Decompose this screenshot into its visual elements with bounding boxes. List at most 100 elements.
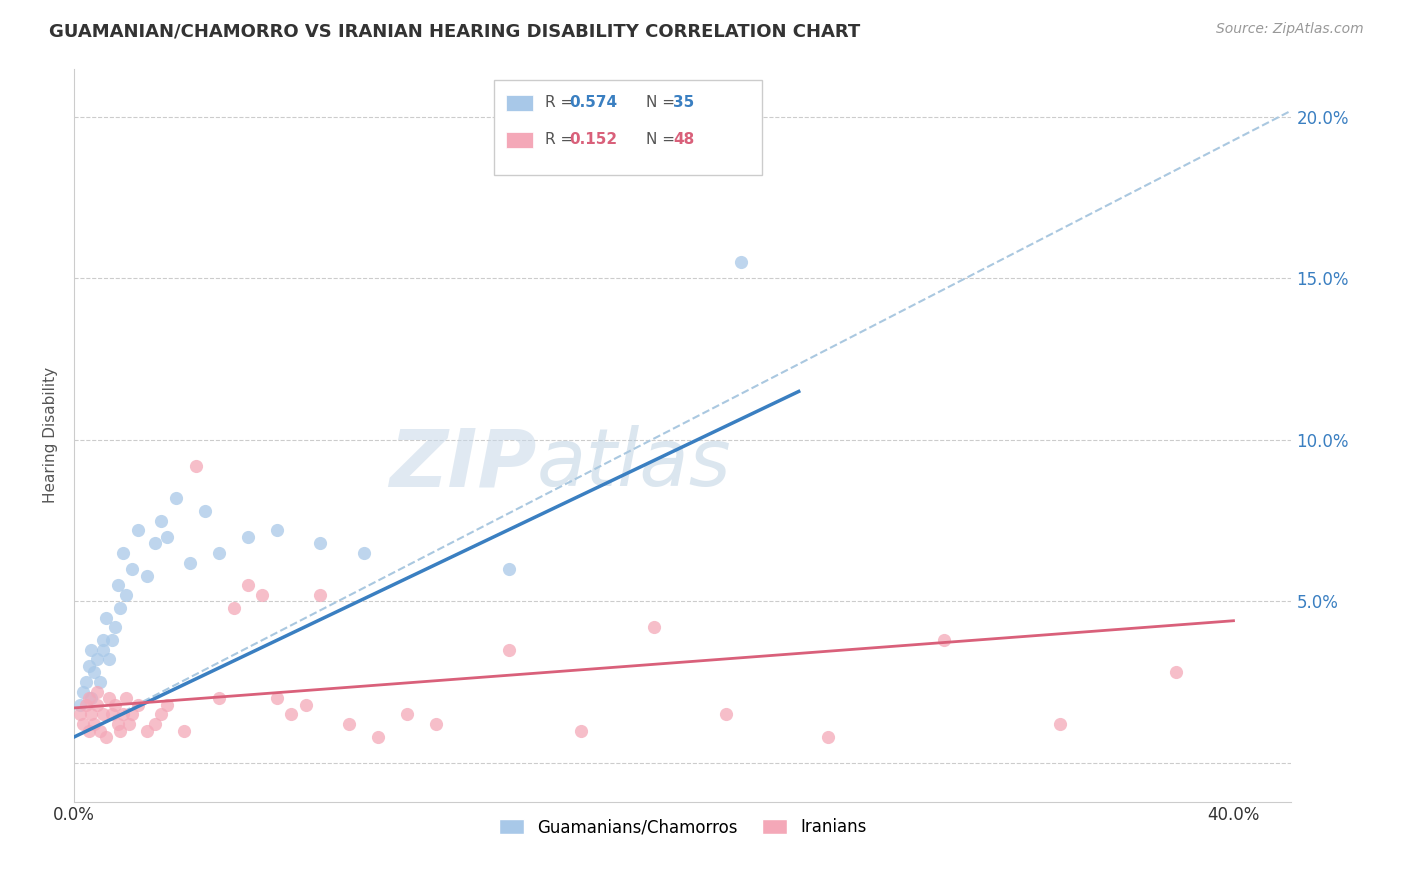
Point	[266, 691, 288, 706]
Y-axis label: Hearing Disability: Hearing Disability	[44, 367, 58, 503]
Point	[107, 578, 129, 592]
Point	[150, 514, 173, 528]
Point	[498, 562, 520, 576]
Legend: Guamanians/Chamorros, Iranians: Guamanians/Chamorros, Iranians	[491, 810, 876, 845]
FancyBboxPatch shape	[506, 95, 533, 111]
Point	[569, 723, 592, 738]
Point	[80, 642, 103, 657]
Point	[69, 698, 91, 712]
Point	[280, 707, 302, 722]
Point	[94, 730, 117, 744]
Point	[236, 530, 259, 544]
Point	[75, 675, 97, 690]
Text: N =: N =	[647, 132, 681, 147]
Point	[643, 620, 665, 634]
Point	[77, 659, 100, 673]
Point	[69, 707, 91, 722]
Point	[118, 717, 141, 731]
Point	[425, 717, 447, 731]
Point	[135, 723, 157, 738]
Point	[83, 717, 105, 731]
Point	[208, 691, 231, 706]
Point	[143, 717, 166, 731]
Point	[121, 562, 143, 576]
Point	[100, 707, 122, 722]
Point	[156, 698, 179, 712]
Point	[295, 698, 318, 712]
Text: R =: R =	[546, 95, 578, 111]
Point	[107, 717, 129, 731]
Point	[208, 546, 231, 560]
Point	[100, 633, 122, 648]
Point	[1164, 665, 1187, 680]
Point	[184, 458, 207, 473]
Point	[104, 698, 127, 712]
Point	[80, 691, 103, 706]
Point	[115, 691, 138, 706]
Point	[72, 685, 94, 699]
FancyBboxPatch shape	[506, 131, 533, 148]
Point	[143, 536, 166, 550]
Point	[165, 491, 187, 505]
Point	[115, 588, 138, 602]
Point	[91, 707, 114, 722]
Point	[309, 588, 332, 602]
Text: atlas: atlas	[537, 425, 731, 503]
Point	[173, 723, 195, 738]
Point	[104, 620, 127, 634]
Point	[89, 723, 111, 738]
Point	[80, 707, 103, 722]
Point	[309, 536, 332, 550]
Point	[150, 707, 173, 722]
Point	[86, 652, 108, 666]
Point	[77, 691, 100, 706]
Point	[252, 588, 274, 602]
Point	[222, 600, 245, 615]
Point	[112, 707, 135, 722]
Point	[236, 578, 259, 592]
Point	[135, 568, 157, 582]
Point	[932, 633, 955, 648]
Point	[77, 723, 100, 738]
Point	[396, 707, 419, 722]
Point	[127, 698, 149, 712]
Point	[817, 730, 839, 744]
Point	[91, 633, 114, 648]
Point	[716, 707, 738, 722]
Point	[75, 698, 97, 712]
Point	[1049, 717, 1071, 731]
Point	[89, 675, 111, 690]
Point	[110, 723, 132, 738]
Point	[86, 698, 108, 712]
Point	[112, 546, 135, 560]
Point	[72, 717, 94, 731]
Point	[156, 530, 179, 544]
Point	[367, 730, 389, 744]
Text: R =: R =	[546, 132, 578, 147]
Point	[83, 665, 105, 680]
Text: Source: ZipAtlas.com: Source: ZipAtlas.com	[1216, 22, 1364, 37]
Text: 0.152: 0.152	[569, 132, 617, 147]
Point	[91, 642, 114, 657]
Point	[266, 524, 288, 538]
Point	[110, 600, 132, 615]
Point	[86, 685, 108, 699]
Point	[97, 691, 120, 706]
Point	[498, 642, 520, 657]
Point	[339, 717, 361, 731]
Point	[179, 556, 201, 570]
Text: 0.574: 0.574	[569, 95, 617, 111]
Text: 35: 35	[673, 95, 695, 111]
Point	[730, 255, 752, 269]
Text: GUAMANIAN/CHAMORRO VS IRANIAN HEARING DISABILITY CORRELATION CHART: GUAMANIAN/CHAMORRO VS IRANIAN HEARING DI…	[49, 22, 860, 40]
Point	[97, 652, 120, 666]
Point	[127, 524, 149, 538]
Text: N =: N =	[647, 95, 681, 111]
Text: ZIP: ZIP	[389, 425, 537, 503]
Point	[353, 546, 375, 560]
Text: 48: 48	[673, 132, 695, 147]
Point	[94, 610, 117, 624]
Point	[121, 707, 143, 722]
Point	[193, 504, 215, 518]
FancyBboxPatch shape	[494, 79, 762, 175]
